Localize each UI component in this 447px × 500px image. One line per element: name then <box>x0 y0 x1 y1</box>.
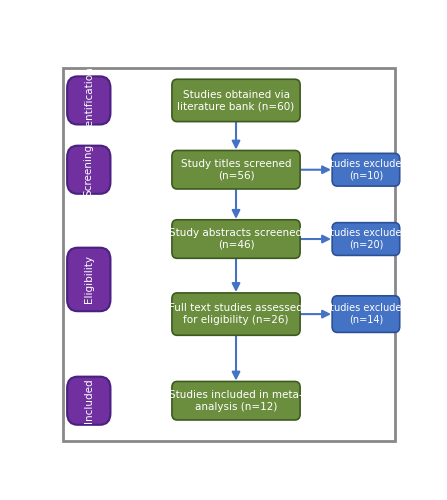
Text: Studies obtained via
literature bank (n=60): Studies obtained via literature bank (n=… <box>177 90 295 111</box>
Text: Study titles screened
(n=56): Study titles screened (n=56) <box>181 159 291 180</box>
FancyBboxPatch shape <box>67 376 110 425</box>
FancyBboxPatch shape <box>63 68 396 441</box>
FancyBboxPatch shape <box>172 79 300 122</box>
Text: Study abstracts screened
(n=46): Study abstracts screened (n=46) <box>169 228 303 250</box>
Text: Studies included in meta-
analysis (n=12): Studies included in meta- analysis (n=12… <box>169 390 303 411</box>
FancyBboxPatch shape <box>332 296 400 333</box>
FancyBboxPatch shape <box>332 154 400 186</box>
FancyBboxPatch shape <box>67 248 110 311</box>
FancyBboxPatch shape <box>172 150 300 189</box>
Text: Included: Included <box>84 378 94 423</box>
FancyBboxPatch shape <box>67 146 110 194</box>
Text: Screening: Screening <box>84 144 94 196</box>
FancyBboxPatch shape <box>172 382 300 420</box>
Text: Studies excluded
(n=10): Studies excluded (n=10) <box>324 159 408 180</box>
Text: Studies excluded
(n=14): Studies excluded (n=14) <box>324 304 408 325</box>
Text: Full text studies assessed
for eligibility (n=26): Full text studies assessed for eligibili… <box>169 304 303 325</box>
FancyBboxPatch shape <box>332 222 400 256</box>
Text: Eligibility: Eligibility <box>84 256 94 304</box>
FancyBboxPatch shape <box>172 220 300 258</box>
Text: Identification: Identification <box>84 66 94 135</box>
Text: Studies excluded
(n=20): Studies excluded (n=20) <box>324 228 408 250</box>
FancyBboxPatch shape <box>172 293 300 336</box>
FancyBboxPatch shape <box>67 76 110 124</box>
